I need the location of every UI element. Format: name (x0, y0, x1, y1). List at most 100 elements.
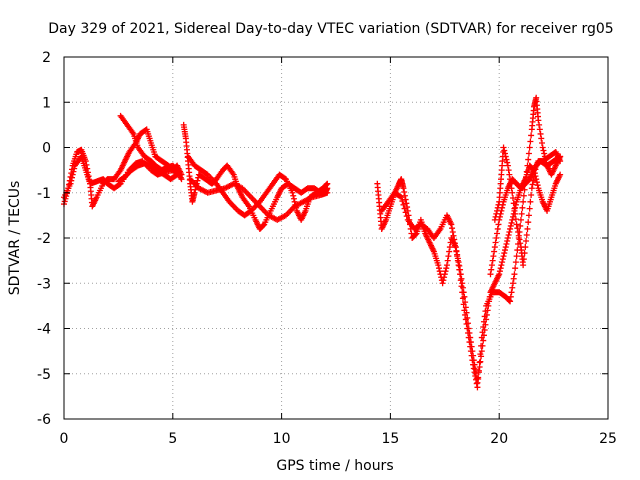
chart-title: Day 329 of 2021, Sidereal Day-to-day VTE… (48, 21, 613, 37)
data-point (324, 189, 331, 196)
data-point (324, 180, 331, 187)
data-point (459, 280, 466, 287)
data-point (478, 348, 485, 355)
tick-labels: 0 5 10 15 20 25 -6 -5 -4 -3 -2 -1 0 1 2 (37, 50, 617, 447)
data-point (459, 289, 466, 296)
data-point (513, 253, 520, 260)
data-point (443, 262, 450, 269)
data-point (536, 121, 543, 128)
data-point (490, 253, 497, 260)
data-point (510, 275, 517, 282)
data-point (509, 189, 516, 196)
data-point (323, 181, 330, 188)
data-point (496, 271, 503, 278)
data-point (503, 241, 510, 248)
data-point (401, 192, 408, 199)
data-point (67, 180, 74, 187)
data-point (398, 194, 405, 201)
data-point (534, 182, 541, 189)
data-point (512, 265, 519, 272)
data-point (194, 177, 201, 184)
data-point (457, 277, 464, 284)
data-point (527, 138, 534, 145)
data-point (467, 343, 474, 350)
data-point (495, 201, 502, 208)
data-point (473, 380, 480, 387)
data-point (174, 171, 181, 178)
data-point (477, 351, 484, 358)
data-point (494, 230, 501, 237)
data-point (468, 352, 475, 359)
data-point (532, 166, 539, 173)
data-point (511, 271, 518, 278)
data-point (502, 244, 509, 251)
data-point (531, 170, 538, 177)
data-point (475, 367, 482, 374)
data-point (525, 219, 532, 226)
data-point (497, 265, 504, 272)
x-tick-label: 25 (599, 431, 617, 447)
data-point (521, 250, 528, 257)
data-point (501, 147, 508, 154)
data-point (526, 144, 533, 151)
data-point (514, 225, 521, 232)
data-point (500, 253, 507, 260)
data-point (528, 185, 535, 192)
data-point (529, 181, 536, 188)
data-point (289, 189, 296, 196)
data-point (400, 201, 407, 208)
data-point (480, 318, 487, 325)
data-point (488, 266, 495, 273)
data-point (173, 172, 180, 179)
series-trace-k (491, 144, 564, 269)
data-point (412, 231, 419, 238)
data-point (491, 244, 498, 251)
data-point (535, 117, 542, 124)
data-point (480, 337, 487, 344)
y-tick-label: -5 (37, 367, 51, 383)
data-point (505, 167, 512, 174)
data-point (507, 180, 514, 187)
data-point (507, 176, 514, 183)
data-point (512, 210, 519, 217)
data-point (290, 192, 297, 199)
data-point (458, 283, 465, 290)
data-point (401, 188, 408, 195)
data-point (538, 135, 545, 142)
data-point (463, 320, 470, 327)
data-point (477, 358, 484, 365)
data-point (472, 373, 479, 380)
data-point (500, 144, 507, 151)
data-point (444, 257, 451, 264)
data-point (537, 130, 544, 137)
data-point (476, 359, 483, 366)
data-point (492, 213, 499, 220)
x-tick-label: 15 (381, 431, 399, 447)
tick-marks (63, 56, 609, 420)
data-point (488, 262, 495, 269)
data-point (530, 177, 537, 184)
data-point (517, 216, 524, 223)
data-point (520, 262, 527, 269)
x-axis-label: GPS time / hours (276, 458, 393, 474)
data-point (518, 210, 525, 217)
data-point (509, 284, 516, 291)
x-tick-label: 20 (490, 431, 508, 447)
series-trace-g (187, 176, 331, 223)
y-tick-label: -3 (37, 276, 51, 292)
data-point (467, 348, 474, 355)
data-point (454, 257, 461, 264)
grid (64, 57, 608, 419)
data-point (542, 156, 549, 163)
data-point (400, 185, 407, 192)
data-point (471, 369, 478, 376)
data-point (469, 357, 476, 364)
data-point (520, 198, 527, 205)
data-point (491, 248, 498, 255)
y-tick-label: -1 (37, 186, 51, 202)
data-point (465, 334, 472, 341)
data-point (436, 268, 443, 275)
data-point (508, 289, 515, 296)
data-point (540, 147, 547, 154)
data-point (556, 154, 563, 161)
